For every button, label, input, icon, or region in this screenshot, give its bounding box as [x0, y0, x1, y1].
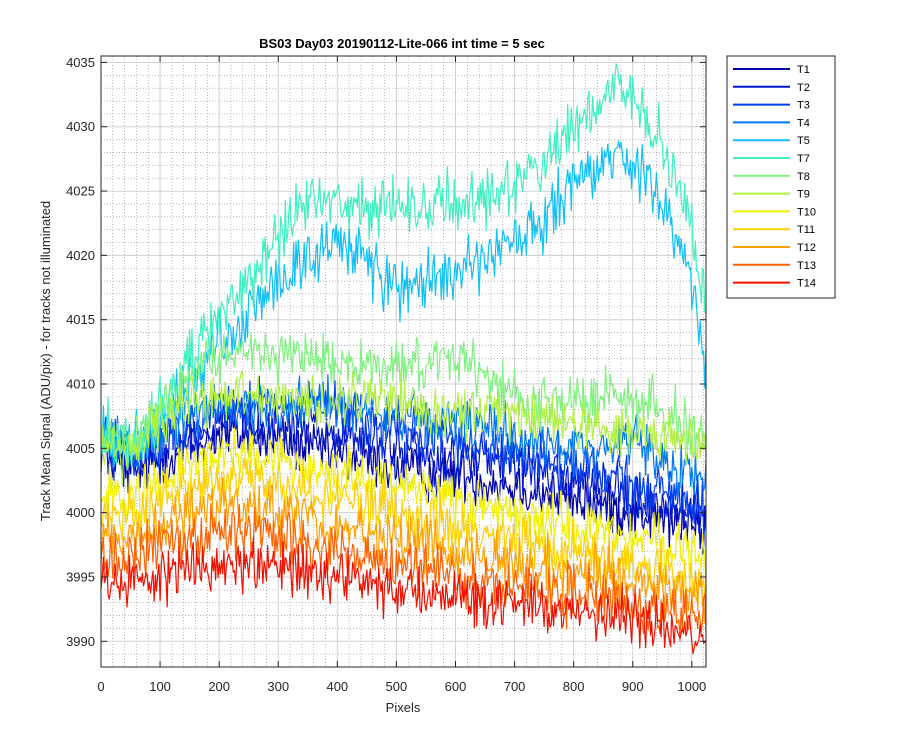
legend-label-t12: T12: [797, 242, 816, 254]
series-line-t8: [100, 332, 707, 468]
y-tick-label: 4030: [66, 119, 95, 134]
series-line-t9: [100, 368, 707, 485]
series-lines: [100, 63, 707, 655]
x-tick-label: 1000: [677, 679, 706, 694]
x-axis-label: Pixels: [386, 700, 421, 715]
y-tick-label: 3995: [66, 569, 95, 584]
series-line-t10: [100, 427, 707, 590]
legend-label-t10: T10: [797, 206, 816, 218]
legend-box: [726, 55, 836, 299]
legend-label-t2: T2: [797, 82, 810, 94]
x-tick-label: 300: [267, 679, 289, 694]
series-line-t13: [100, 502, 707, 642]
y-tick-label: 4015: [66, 312, 95, 327]
series-line-t14: [100, 536, 707, 655]
y-axis-label: Track Mean Signal (ADU/pix) - for tracks…: [38, 201, 53, 521]
y-tick-label: 4025: [66, 184, 95, 199]
chart-title: BS03 Day03 20190112-Lite-066 int time = …: [259, 36, 545, 51]
legend-label-t4: T4: [797, 117, 810, 129]
y-tick-labels: 3990 3995 4000 4005 4010 4015 4020 4025 4030 4035: [66, 55, 95, 649]
series-line-t4: [100, 374, 707, 500]
series-line-t11: [100, 457, 707, 602]
legend-label-t14: T14: [797, 278, 816, 290]
legend-label-t3: T3: [797, 100, 810, 112]
legend: T1 T2 T3 T4 T5 T7 T8 T9 T10 T11 T12 T13 T14: [726, 55, 836, 299]
x-tick-label: 400: [326, 679, 348, 694]
x-tick-label: 0: [97, 679, 104, 694]
x-tick-label: 500: [386, 679, 408, 694]
x-tick-label: 600: [445, 679, 467, 694]
y-tick-label: 4000: [66, 505, 95, 520]
y-tick-label: 4035: [66, 55, 95, 70]
y-tick-label: 4020: [66, 248, 95, 263]
legend-label-t8: T8: [797, 171, 810, 183]
legend-label-t7: T7: [797, 153, 810, 165]
x-tick-label: 900: [622, 679, 644, 694]
plot-frame: [100, 55, 707, 668]
legend-label-t5: T5: [797, 135, 810, 147]
x-tick-label: 800: [563, 679, 585, 694]
legend-label-t13: T13: [797, 260, 816, 272]
x-tick-label: 700: [504, 679, 526, 694]
series-line-t7: [100, 63, 707, 471]
x-tick-label: 100: [149, 679, 171, 694]
y-tick-label: 4005: [66, 441, 95, 456]
legend-label-t9: T9: [797, 189, 810, 201]
y-tick-label: 4010: [66, 377, 95, 392]
x-tick-labels: 0 100 200 300 400 500 600 700 800 900 1000: [97, 679, 706, 694]
x-tick-label: 200: [208, 679, 230, 694]
legend-label-t1: T1: [797, 64, 810, 76]
legend-label-t11: T11: [797, 224, 815, 236]
y-tick-label: 3990: [66, 634, 95, 649]
tick-marks: [100, 56, 706, 667]
